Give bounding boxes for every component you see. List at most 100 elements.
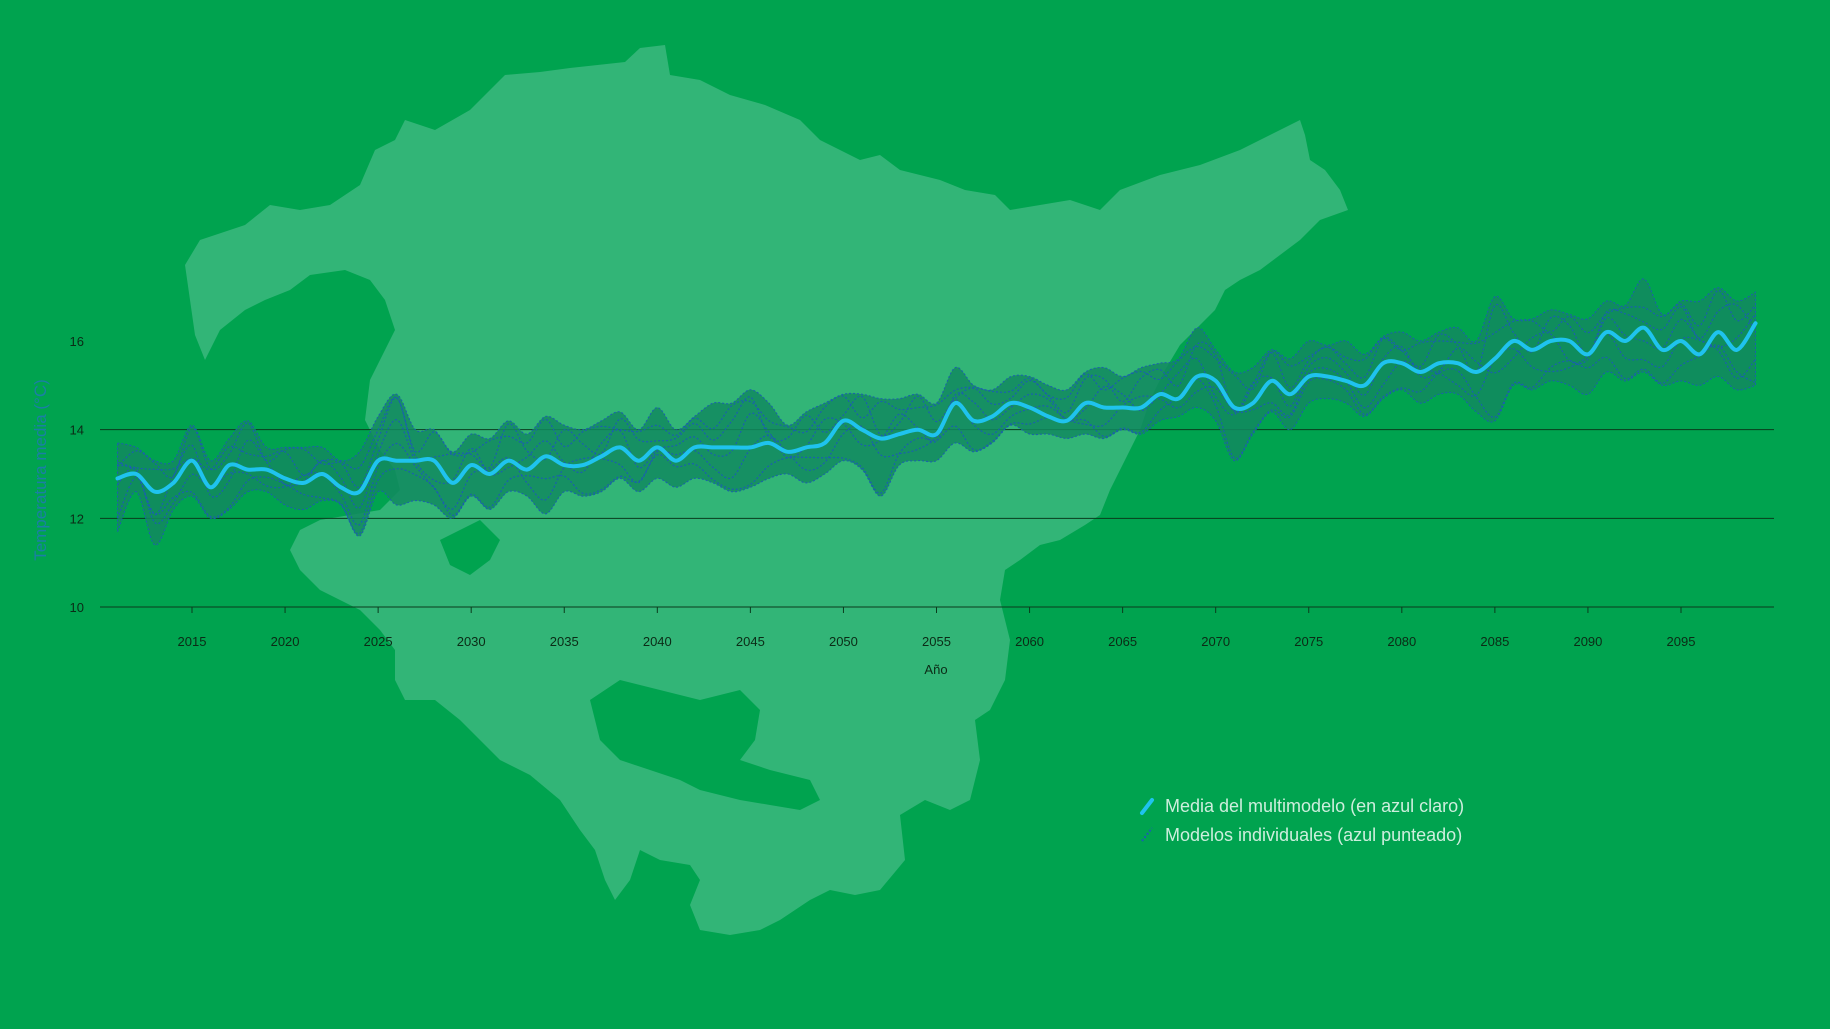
mean-point-2097 (1717, 331, 1720, 334)
legend-label-models: Modelos individuales (azul punteado) (1165, 825, 1462, 845)
mean-point-2022 (321, 473, 324, 476)
mean-point-2091 (1605, 331, 1608, 334)
x-tick-label-2075: 2075 (1294, 634, 1323, 649)
mean-point-2024 (358, 490, 361, 493)
chart-axes (191, 607, 1682, 613)
mean-point-2036 (581, 464, 584, 467)
mean-point-2070 (1214, 379, 1217, 382)
mean-point-2032 (507, 459, 510, 462)
y-tick-label-16: 16 (70, 334, 84, 349)
x-axis-label: Año (924, 662, 947, 677)
region-map-silhouette (185, 45, 1348, 935)
mean-point-2014 (172, 481, 175, 484)
mean-point-2079 (1382, 362, 1385, 365)
mean-point-2095 (1680, 340, 1683, 343)
model-spread-band (117, 278, 1756, 546)
legend-swatch-dotted (1141, 827, 1153, 842)
x-tick-labels: 2015 2020 2025 2030 2035 2040 2045 2050 2055 2060… (178, 634, 1696, 649)
mean-point-2077 (1344, 379, 1347, 382)
mean-point-2094 (1661, 348, 1664, 351)
mean-point-2045 (749, 446, 752, 449)
individual-model-line-1 (116, 344, 1756, 535)
mean-point-2020 (284, 477, 287, 480)
mean-point-2087 (1531, 348, 1534, 351)
mean-point-2046 (767, 441, 770, 444)
mean-point-2068 (1177, 397, 1180, 400)
mean-point-2033 (526, 468, 529, 471)
mean-point-2088 (1549, 340, 1552, 343)
mean-point-2093 (1642, 326, 1645, 329)
x-tick-label-2085: 2085 (1480, 634, 1509, 649)
multimodel-mean-line (115, 321, 1758, 496)
mean-point-2023 (339, 486, 342, 489)
mean-point-2048 (805, 446, 808, 449)
mean-point-2040 (656, 446, 659, 449)
mean-point-2041 (674, 459, 677, 462)
mean-point-2080 (1400, 362, 1403, 365)
mean-point-2052 (879, 437, 882, 440)
mean-point-2021 (302, 481, 305, 484)
mean-point-2056 (954, 402, 957, 405)
x-tick-label-2035: 2035 (550, 634, 579, 649)
mean-point-2017 (228, 464, 231, 467)
x-tick-label-2015: 2015 (178, 634, 207, 649)
mean-point-2054 (916, 428, 919, 431)
mean-point-2099 (1754, 322, 1757, 325)
x-tick-label-2080: 2080 (1387, 634, 1416, 649)
mean-point-2082 (1438, 362, 1441, 365)
mean-point-2013 (153, 490, 156, 493)
mean-point-2038 (619, 446, 622, 449)
mean-point-2069 (1196, 375, 1199, 378)
x-tick-label-2040: 2040 (643, 634, 672, 649)
mean-series-line (115, 321, 1758, 496)
y-tick-label-10: 10 (70, 600, 84, 615)
mean-point-2060 (1028, 406, 1031, 409)
mean-point-2065 (1121, 406, 1124, 409)
mean-point-2090 (1586, 353, 1589, 356)
mean-point-2039 (637, 459, 640, 462)
mean-point-2063 (1084, 402, 1087, 405)
model-spread-area (117, 278, 1756, 546)
mean-point-2078 (1363, 384, 1366, 387)
mean-point-2050 (842, 419, 845, 422)
mean-point-2058 (991, 415, 994, 418)
y-tick-labels: 10 12 14 16 (70, 334, 84, 615)
mean-point-2064 (1103, 406, 1106, 409)
mean-point-2089 (1568, 340, 1571, 343)
mean-point-2047 (786, 450, 789, 453)
mean-point-2049 (823, 441, 826, 444)
mean-point-2086 (1512, 340, 1515, 343)
individual-model-line-3 (117, 313, 1756, 515)
mean-point-2019 (265, 468, 268, 471)
mean-point-2071 (1233, 406, 1236, 409)
individual-model-line-5 (117, 289, 1756, 479)
mean-point-2057 (972, 419, 975, 422)
x-tick-label-2070: 2070 (1201, 634, 1230, 649)
mean-point-2066 (1140, 406, 1143, 409)
y-tick-label-12: 12 (70, 511, 84, 526)
mean-point-2031 (488, 473, 491, 476)
legend-item-mean: Media del multimodelo (en azul claro) (1140, 796, 1464, 816)
mean-point-2072 (1251, 402, 1254, 405)
mean-point-2015 (191, 459, 194, 462)
mean-point-2073 (1270, 379, 1273, 382)
mean-point-2075 (1307, 375, 1310, 378)
mean-point-2074 (1289, 393, 1292, 396)
mean-point-2044 (730, 446, 733, 449)
mean-point-2051 (861, 428, 864, 431)
mean-point-2092 (1624, 340, 1627, 343)
mean-point-2096 (1698, 353, 1701, 356)
mean-point-2026 (395, 459, 398, 462)
mean-point-2053 (898, 433, 901, 436)
x-tick-label-2065: 2065 (1108, 634, 1137, 649)
legend: Media del multimodelo (en azul claro) Mo… (1140, 796, 1464, 845)
x-tick-label-2030: 2030 (457, 634, 486, 649)
x-tick-label-2020: 2020 (271, 634, 300, 649)
x-tick-label-2025: 2025 (364, 634, 393, 649)
mean-point-2030 (470, 464, 473, 467)
x-tick-label-2045: 2045 (736, 634, 765, 649)
mean-point-2028 (432, 459, 435, 462)
mean-point-2061 (1047, 415, 1050, 418)
y-tick-label-14: 14 (70, 423, 84, 438)
legend-item-models: Modelos individuales (azul punteado) (1141, 825, 1462, 845)
